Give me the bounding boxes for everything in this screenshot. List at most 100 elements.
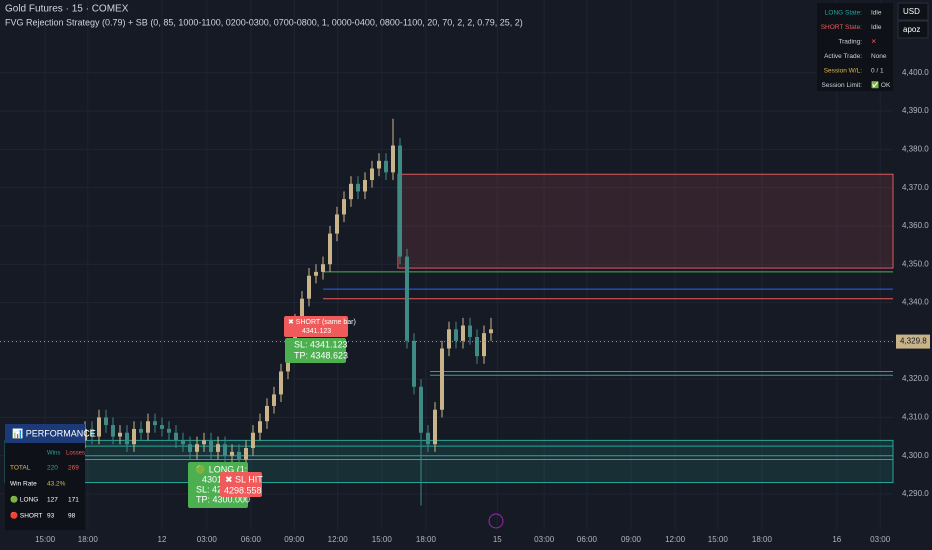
- candle-body: [460, 325, 465, 341]
- candle-body: [390, 145, 395, 173]
- candle-body: [306, 275, 311, 299]
- x-tick-label: 09:00: [621, 535, 642, 544]
- short-label-box: [284, 316, 348, 337]
- perf-cell: 🟢 LONG: [10, 496, 38, 504]
- y-tick-label: 4,400.0: [902, 68, 929, 77]
- candle-body: [257, 421, 262, 433]
- y-tick-label: 4,390.0: [902, 106, 929, 115]
- candle-body: [369, 168, 374, 180]
- short-sltp: SL: 4341.123: [294, 339, 348, 349]
- candle-body: [425, 432, 430, 445]
- status-value: Idle: [871, 10, 882, 17]
- candle-body: [229, 451, 234, 456]
- status-value: ✕: [871, 39, 876, 46]
- perf-cell: 93: [47, 513, 55, 520]
- y-tick-label: 4,340.0: [902, 298, 929, 307]
- plot: [0, 0, 894, 530]
- candle-body: [453, 329, 458, 341]
- candle-body: [138, 428, 143, 433]
- x-tick-label: 06:00: [241, 535, 262, 544]
- annotations: ✖ SHORT (same bar) 4341.123 SL: 4341.123…: [188, 316, 504, 529]
- sl-hit-box: [220, 472, 262, 497]
- candle-body: [152, 421, 157, 426]
- perf-cell: TOTAL: [10, 465, 31, 472]
- x-tick-label: 15: [493, 535, 502, 544]
- y-tick-label: 4,370.0: [902, 183, 929, 192]
- toolbar-button-label[interactable]: USD: [903, 7, 920, 16]
- perf-cell: Win Rate: [10, 481, 37, 488]
- status-key: Session Limit:: [822, 82, 863, 89]
- long-label: 4301: [202, 474, 222, 484]
- candle-body: [481, 333, 486, 357]
- status-value: None: [871, 53, 887, 60]
- candle-body: [334, 214, 339, 234]
- y-tick-label: 4,380.0: [902, 144, 929, 153]
- candle-body: [271, 394, 276, 406]
- sl-hit: ✖ SL HIT: [225, 474, 263, 484]
- x-tick-label: 15:00: [35, 535, 56, 544]
- candle-body: [166, 428, 171, 433]
- status-key: Session W/L:: [824, 68, 862, 75]
- candle-body: [250, 432, 255, 449]
- long-label: 🟢 LONG (1:: [195, 463, 247, 474]
- toolbar-button[interactable]: [897, 20, 929, 39]
- long-label: TP: 4300.000: [196, 494, 250, 504]
- status-value: Idle: [871, 24, 882, 31]
- status-key: Active Trade:: [824, 53, 862, 60]
- candle-body: [208, 440, 213, 452]
- performance-table: 📊 PERFORMANCE Wins Losses TOTAL 220 269 Win R…: [5, 424, 96, 530]
- y-tick-label: 4,310.0: [902, 413, 929, 422]
- x-tick-label: 03:00: [870, 535, 891, 544]
- candle-body: [145, 421, 150, 433]
- candle-body: [376, 160, 381, 169]
- x-tick-label: 12:00: [665, 535, 686, 544]
- candle-body: [341, 199, 346, 215]
- candle-body: [173, 432, 178, 441]
- x-tick-label: 15:00: [372, 535, 393, 544]
- candle-body: [355, 183, 360, 192]
- perf-cell: 171: [68, 497, 79, 504]
- short-sltp: TP: 4348.623: [294, 350, 348, 360]
- candle-body: [124, 432, 129, 445]
- perf-header: Wins: [47, 451, 60, 457]
- short-label: 4341.123: [302, 328, 331, 335]
- x-tick-label: 16: [832, 535, 841, 544]
- candle-body: [439, 348, 444, 410]
- short-label: ✖ SHORT (same bar): [288, 319, 356, 326]
- candle-body: [446, 329, 451, 349]
- perf-cell: 127: [47, 497, 58, 504]
- chart-title: Gold Futures · 15 · COMEX: [5, 4, 129, 15]
- chart-subtitle: FVG Rejection Strategy (0.79) + SB (0, 8…: [5, 17, 523, 27]
- candle-body: [201, 440, 206, 445]
- toolbar-button[interactable]: [897, 2, 929, 21]
- y-tick-label: 4,350.0: [902, 259, 929, 268]
- status-key: Trading:: [838, 39, 862, 46]
- candle-body: [432, 409, 437, 445]
- status-value: 0 / 1: [871, 68, 884, 75]
- status-table: LONG State: Idle SHORT State: Idle Trading: ✕…: [817, 3, 893, 91]
- candle-body: [327, 233, 332, 265]
- x-tick-label: 15:00: [708, 535, 729, 544]
- last-price-box: [896, 334, 930, 349]
- candle-body: [404, 256, 409, 341]
- y-tick-label: 4,290.0: [902, 489, 929, 498]
- x-tick-label: 18:00: [78, 535, 99, 544]
- candle-body: [180, 440, 185, 445]
- long-label: SL: 42: [196, 484, 222, 494]
- y-tick-label: 4,320.0: [902, 374, 929, 383]
- perf-header-bg: [5, 424, 85, 443]
- toolbar-button-label[interactable]: apoz: [903, 25, 920, 34]
- perf-cell: 269: [68, 465, 79, 472]
- candle-body: [474, 336, 479, 357]
- status-value: ✅ OK: [871, 81, 891, 89]
- candle-body: [411, 340, 416, 387]
- candle-body: [194, 444, 199, 452]
- candle-body: [117, 432, 122, 437]
- event-icon[interactable]: [488, 513, 504, 529]
- candle-body: [320, 264, 325, 272]
- perf-header: Losses: [66, 451, 85, 457]
- candle-body: [103, 417, 108, 426]
- status-bg: [817, 3, 893, 91]
